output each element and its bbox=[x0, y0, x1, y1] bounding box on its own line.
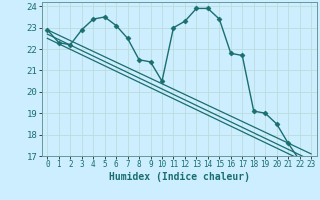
X-axis label: Humidex (Indice chaleur): Humidex (Indice chaleur) bbox=[109, 172, 250, 182]
